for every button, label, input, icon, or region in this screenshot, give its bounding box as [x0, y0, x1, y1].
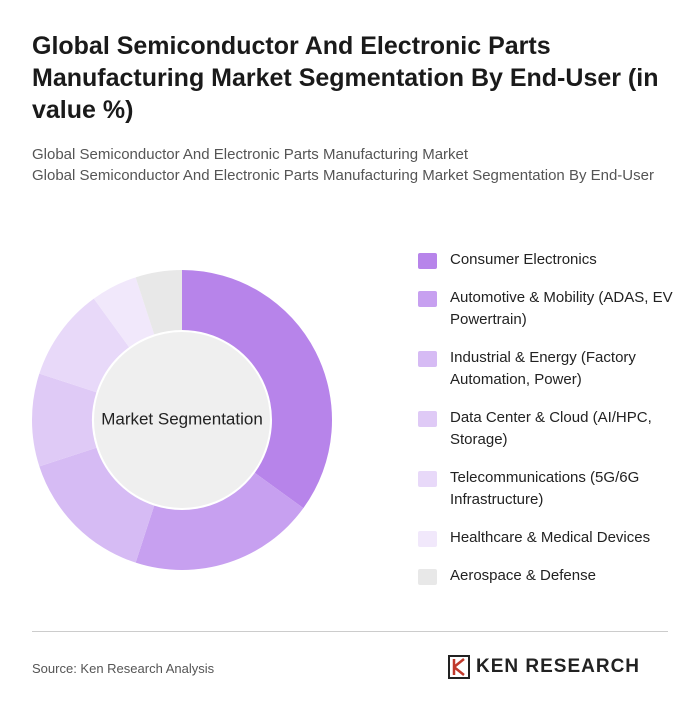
legend: Consumer Electronics Automotive & Mobilit… [418, 249, 673, 587]
chart: Market Segmentation [32, 270, 332, 570]
donut-segment [135, 472, 304, 570]
legend-label: Data Center & Cloud (AI/HPC, Storage) [450, 409, 652, 448]
legend-item: Aerospace & Defense [418, 565, 673, 587]
legend-swatch [418, 411, 437, 427]
brand-icon [448, 655, 470, 679]
legend-swatch [418, 569, 437, 585]
legend-item: Industrial & Energy (Factory Automation,… [418, 347, 673, 391]
donut-segment [135, 270, 182, 335]
separator [32, 631, 668, 632]
donut-segment [39, 447, 155, 563]
legend-swatch [418, 253, 437, 269]
donut-hole [94, 332, 270, 508]
subtitle: Global Semiconductor And Electronic Part… [32, 146, 469, 163]
legend-swatch [418, 351, 437, 367]
legend-swatch [418, 531, 437, 547]
legend-swatch [418, 291, 437, 307]
legend-swatch [418, 471, 437, 487]
legend-label: Industrial & Energy (Factory Automation,… [450, 349, 636, 388]
source: Source: Ken Research Analysis [32, 661, 215, 676]
donut-segment [93, 277, 155, 348]
legend-label: Aerospace & Defense [450, 567, 596, 584]
donut-segment [182, 270, 332, 509]
legend-item: Automotive & Mobility (ADAS, EV Powertra… [418, 287, 673, 331]
subtitle: Global Semiconductor And Electronic Part… [32, 167, 654, 184]
legend-label: Consumer Electronics [450, 251, 597, 268]
legend-label: Telecommunications (5G/6G Infrastructure… [450, 469, 640, 508]
legend-item: Healthcare & Medical Devices [418, 527, 673, 549]
center-label: Market Segmentation [101, 409, 263, 428]
legend-label: Automotive & Mobility (ADAS, EV Powertra… [450, 289, 673, 328]
legend-item: Telecommunications (5G/6G Infrastructure… [418, 467, 673, 511]
brand-name: KEN RESEARCH [476, 656, 641, 677]
legend-item: Data Center & Cloud (AI/HPC, Storage) [418, 407, 673, 451]
donut-segment [32, 373, 97, 467]
donut-segment [39, 298, 130, 393]
legend-item: Consumer Electronics [418, 249, 673, 271]
brand: KEN RESEARCH [448, 655, 640, 679]
legend-label: Healthcare & Medical Devices [450, 529, 651, 546]
chart-title: Global Semiconductor And Electronic Part… [32, 32, 659, 124]
